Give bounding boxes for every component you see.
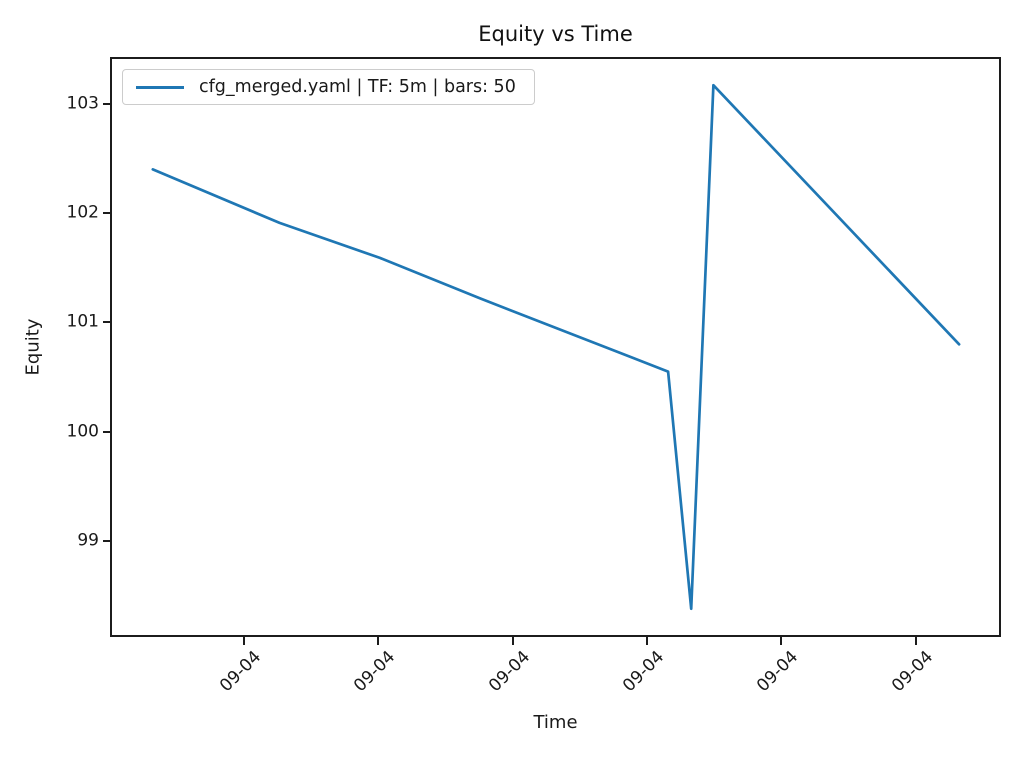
- x-tick-label: 09-04: [216, 647, 266, 697]
- x-axis-label: Time: [533, 712, 578, 733]
- plot-area: cfg_merged.yaml | TF: 5m | bars: 50 99 10…: [67, 57, 1001, 696]
- y-tick-label: 101: [66, 312, 99, 333]
- equity-line-svg: [151, 83, 961, 611]
- x-tick-mark: [377, 637, 380, 645]
- legend-line-swatch: [136, 85, 184, 89]
- y-tick-mark: [103, 102, 112, 105]
- x-tick-label: 09-04: [752, 647, 802, 697]
- y-tick-label: 100: [66, 421, 99, 442]
- equity-line-series: [151, 83, 961, 611]
- y-tick-mark: [103, 430, 112, 433]
- x-tick-label: 09-04: [618, 647, 669, 697]
- y-tick-mark: [103, 540, 112, 542]
- y-tick-label: 102: [66, 202, 99, 223]
- chart-title: Equity vs Time: [478, 22, 633, 46]
- x-tick-mark: [243, 637, 246, 645]
- legend[interactable]: cfg_merged.yaml | TF: 5m | bars: 50: [122, 69, 535, 105]
- y-tick-mark: [103, 212, 112, 215]
- x-tick-mark: [779, 637, 782, 645]
- legend-label: cfg_merged.yaml | TF: 5m | bars: 50: [199, 77, 516, 97]
- y-axis-label: Equity: [22, 318, 44, 376]
- y-tick-label: 99: [77, 530, 99, 551]
- y-tick-label: 103: [66, 93, 99, 114]
- x-tick-label: 09-04: [887, 647, 937, 697]
- x-tick-label: 09-04: [350, 647, 400, 697]
- x-tick-mark: [914, 637, 917, 645]
- x-tick-mark: [645, 637, 648, 645]
- x-tick-label: 09-04: [484, 647, 535, 697]
- y-tick-mark: [103, 321, 112, 324]
- x-tick-mark: [511, 637, 514, 645]
